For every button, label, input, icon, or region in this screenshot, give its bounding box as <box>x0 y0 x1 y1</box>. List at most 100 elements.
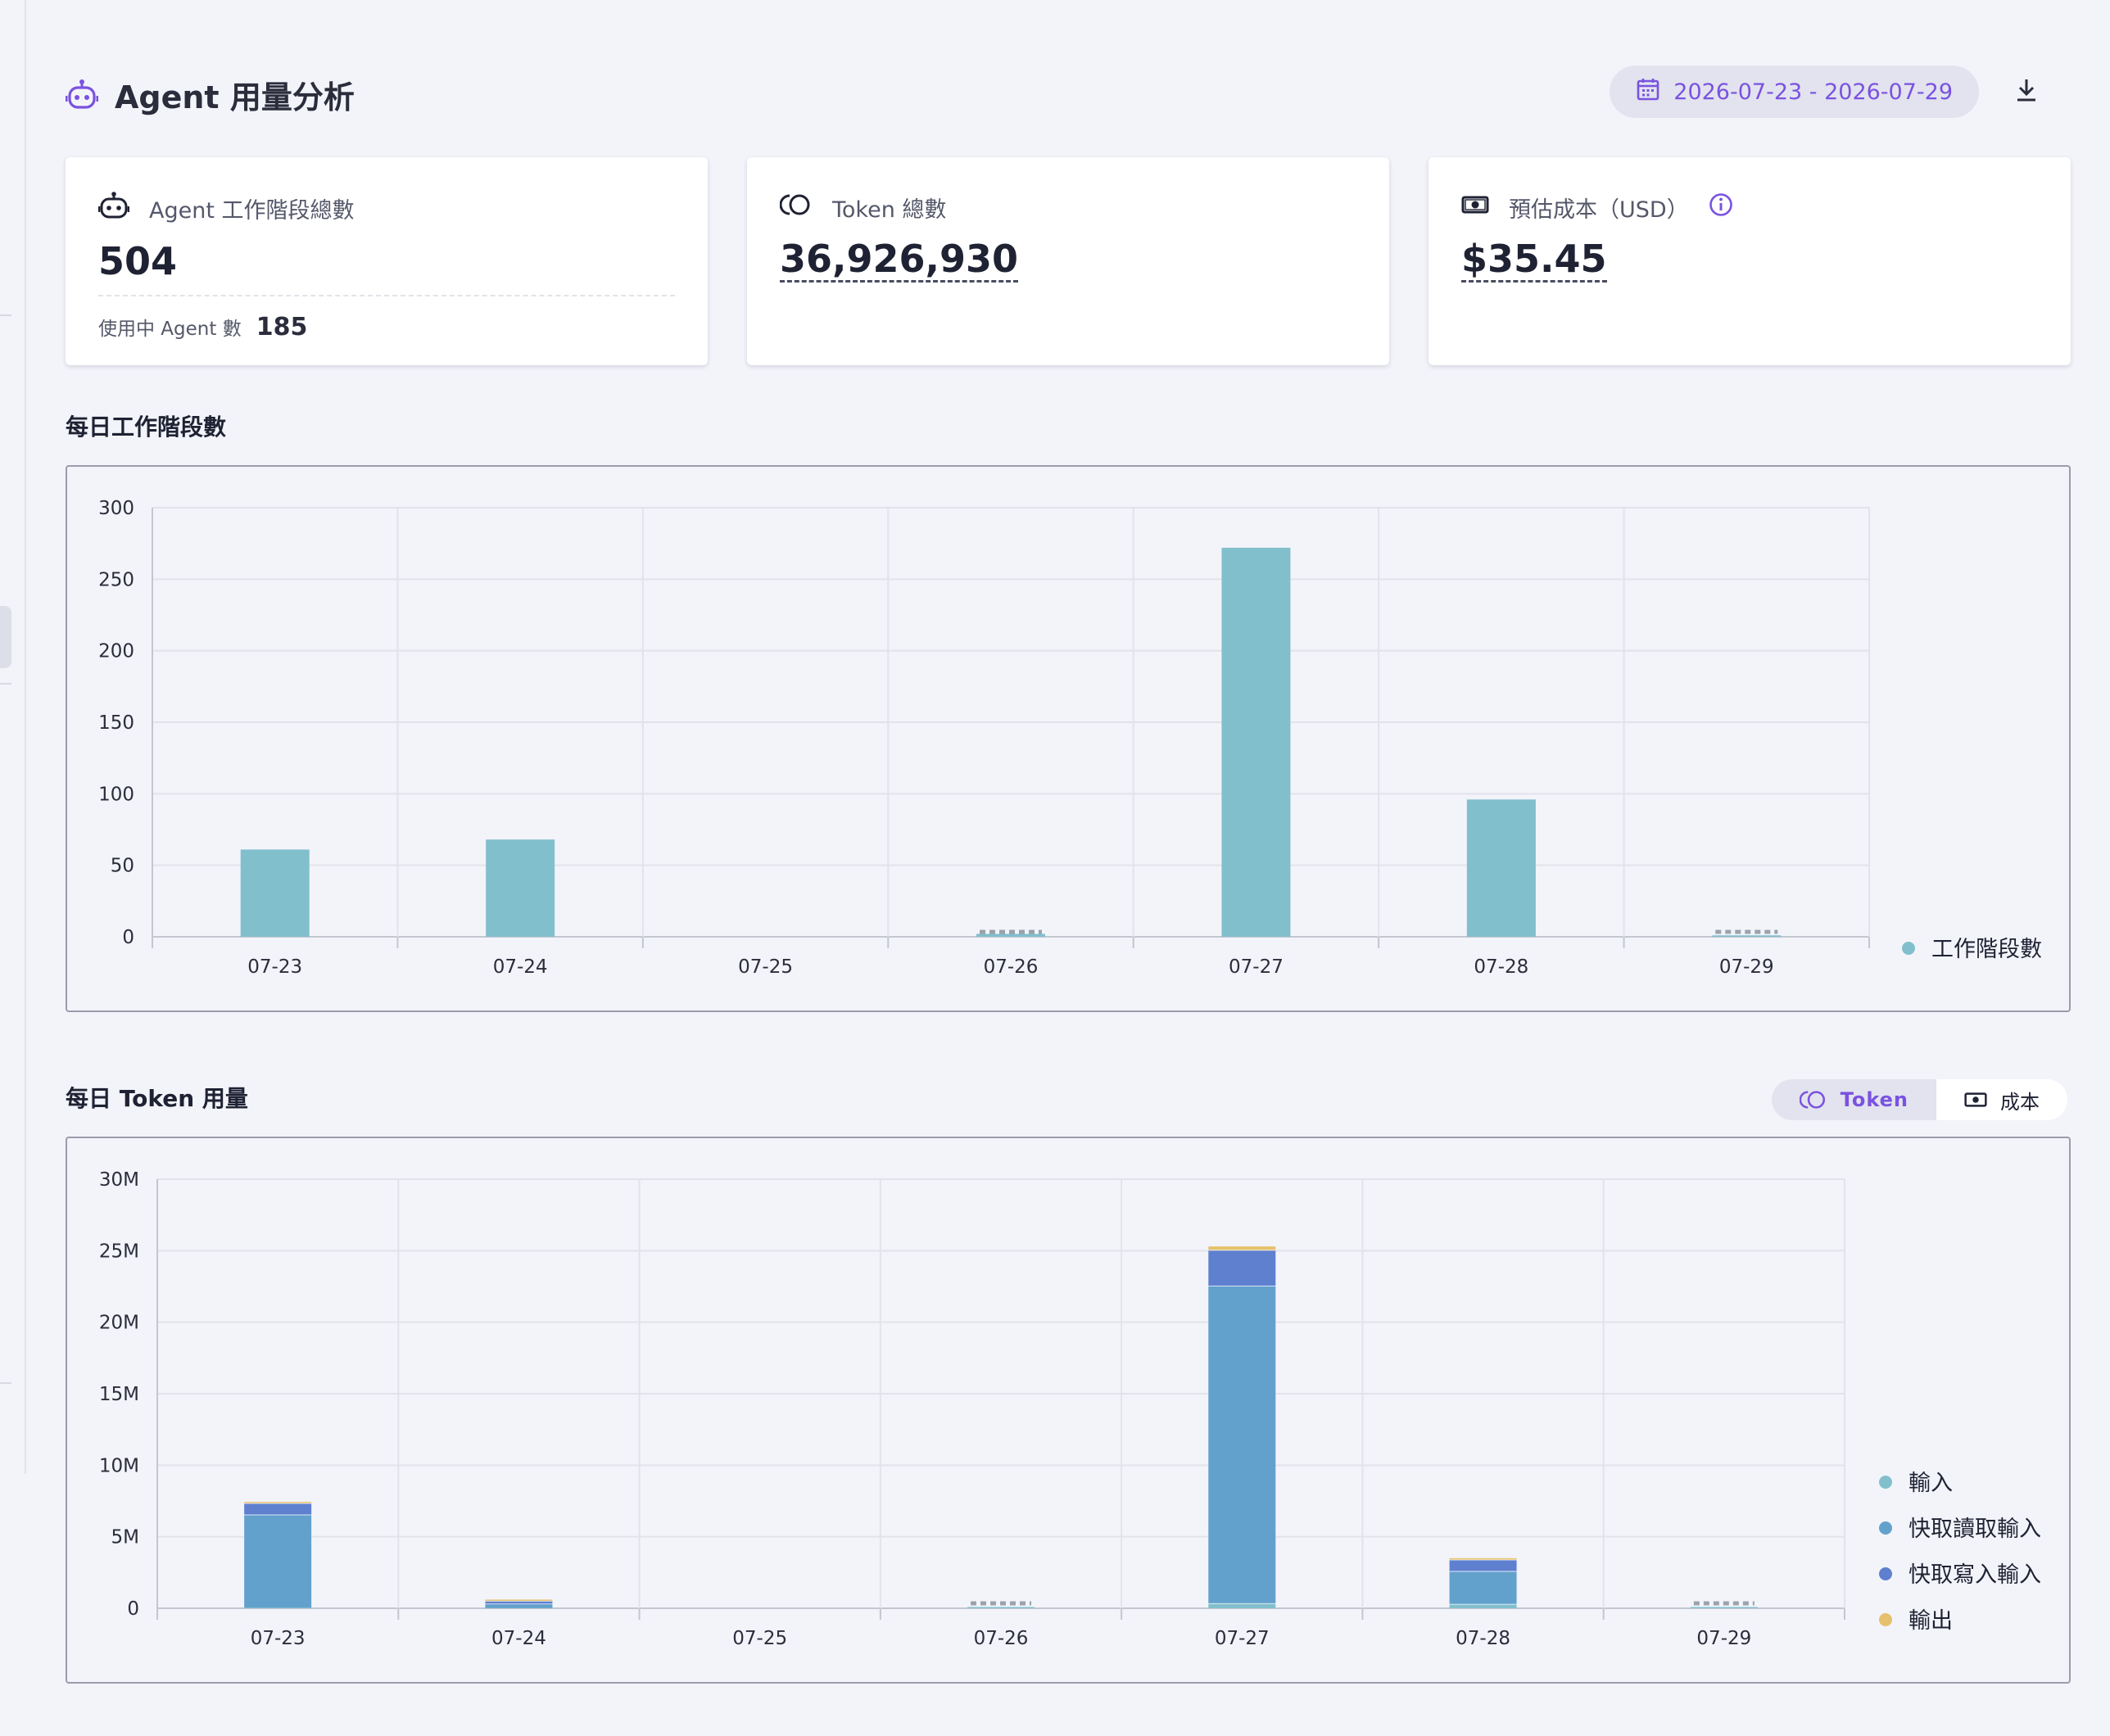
x-tick-label: 07-25 <box>738 956 793 978</box>
x-tick-label: 07-29 <box>1696 1628 1751 1649</box>
sidebar-collapse-handle[interactable] <box>0 606 11 668</box>
y-tick-label: 10M <box>99 1455 139 1476</box>
legend-marker <box>1879 1567 1892 1580</box>
y-tick-label: 200 <box>98 641 134 662</box>
bar <box>244 1607 312 1608</box>
page-title: Agent 用量分析 <box>115 79 355 115</box>
legend-label: 快取讀取輸入 <box>1909 1517 2041 1542</box>
bar <box>1221 547 1291 937</box>
bar <box>485 1600 553 1604</box>
date-range-picker[interactable]: 2026-07-23 - 2026-07-29 <box>1610 66 1979 118</box>
bar <box>1690 1607 1758 1608</box>
bar <box>1208 1603 1276 1608</box>
x-tick-label: 07-23 <box>251 1628 306 1649</box>
date-range-text: 2026-07-23 - 2026-07-29 <box>1673 79 1953 105</box>
active-agents-label: 使用中 Agent 數 <box>98 319 242 340</box>
card-value[interactable]: 36,926,930 <box>780 239 1019 283</box>
tokens-chart: 0 5M 10M 15M 20M 25M 30M 07-23 07-24 07-25 07-26 07… <box>66 1137 2071 1684</box>
legend-label: 快取寫入輸入 <box>1909 1562 2041 1588</box>
estimated-cost-card: 預估成本（USD） $35.45 <box>1429 157 2071 365</box>
legend-label: 輸入 <box>1909 1471 1953 1496</box>
y-tick-label: 20M <box>99 1313 139 1334</box>
x-tick-label: 07-23 <box>247 956 302 978</box>
bar <box>1208 1286 1276 1603</box>
card-label: Agent 工作階段總數 <box>149 198 355 224</box>
sidebar-edge <box>0 0 26 1474</box>
card-label: Token 總數 <box>832 197 947 223</box>
x-tick-label: 07-29 <box>1719 956 1774 978</box>
y-tick-label: 25M <box>99 1241 139 1262</box>
bar <box>1449 1557 1517 1560</box>
x-tick-label: 07-27 <box>1215 1628 1270 1649</box>
token-total-card: Token 總數 36,926,930 <box>747 157 1389 365</box>
bar <box>1466 799 1536 937</box>
bar <box>485 1599 553 1601</box>
x-tick-label: 07-28 <box>1456 1628 1510 1649</box>
y-tick-label: 300 <box>98 498 134 519</box>
sessions-chart-svg: 0 50 100 150 200 250 300 07-23 07-24 07-25 07-26 07… <box>98 498 2042 978</box>
y-tick-label: 0 <box>122 927 134 948</box>
y-tick-label: 0 <box>127 1598 139 1620</box>
bar <box>976 934 1045 937</box>
sessions-chart: 0 50 100 150 200 250 300 07-23 07-24 07-25 07-26 07… <box>66 465 2071 1012</box>
x-tick-label: 07-28 <box>1474 956 1528 978</box>
cash-icon <box>1461 194 1489 221</box>
x-tick-label: 07-24 <box>491 1628 546 1649</box>
metric-toggle[interactable]: Token 成本 <box>1771 1079 2067 1120</box>
token-icon <box>779 192 813 223</box>
active-agents-value: 185 <box>256 313 308 341</box>
y-tick-label: 30M <box>99 1169 139 1191</box>
x-tick-label: 07-25 <box>732 1628 787 1649</box>
title-group: Agent 用量分析 <box>66 72 355 117</box>
y-tick-label: 50 <box>111 856 134 877</box>
bar <box>1449 1559 1517 1571</box>
bar <box>240 849 310 937</box>
toggle-cost-label: 成本 <box>2000 1090 2040 1114</box>
download-button[interactable] <box>2008 72 2044 108</box>
sessions-chart-title: 每日工作階段數 <box>66 414 227 441</box>
robot-icon <box>97 192 130 225</box>
y-tick-label: 100 <box>98 784 134 805</box>
card-value: 504 <box>98 239 178 283</box>
sidebar-divider <box>0 314 11 316</box>
download-icon <box>2017 79 2035 102</box>
bar <box>1449 1603 1517 1608</box>
legend-marker <box>1879 1613 1892 1626</box>
bar <box>244 1502 312 1503</box>
bar <box>1208 1250 1276 1286</box>
card-label: 預估成本（USD） <box>1509 197 1689 223</box>
x-tick-label: 07-27 <box>1229 956 1284 978</box>
bar <box>486 839 555 937</box>
bar <box>485 1603 553 1608</box>
x-tick-label: 07-24 <box>493 956 548 978</box>
page-header: Agent 用量分析 2026-07-23 - 2026-07-29 <box>66 62 2044 121</box>
card-divider <box>98 295 675 296</box>
legend-label: 工作階段數 <box>1931 937 2042 962</box>
tokens-chart-title: 每日 Token 用量 <box>66 1085 248 1112</box>
cash-icon <box>1964 1092 1987 1107</box>
calendar-icon <box>1636 77 1660 107</box>
legend-marker <box>1902 942 1915 955</box>
sidebar-divider <box>0 1382 11 1384</box>
bar <box>244 1514 312 1608</box>
bar <box>1449 1571 1517 1604</box>
y-tick-label: 5M <box>111 1527 139 1548</box>
x-tick-label: 07-26 <box>984 956 1039 978</box>
x-tick-label: 07-26 <box>974 1628 1029 1649</box>
token-icon <box>1799 1091 1825 1109</box>
legend-label: 輸出 <box>1909 1608 1953 1634</box>
bar <box>1208 1246 1276 1250</box>
bar <box>1712 935 1782 937</box>
robot-icon <box>66 79 98 111</box>
bar <box>967 1607 1035 1608</box>
toggle-cost[interactable]: 成本 <box>1936 1079 2067 1120</box>
toggle-token[interactable]: Token <box>1771 1079 1936 1120</box>
sidebar-divider <box>0 683 11 685</box>
sessions-total-card: Agent 工作階段總數 504 使用中 Agent 數 185 <box>66 157 708 365</box>
y-tick-label: 150 <box>98 712 134 734</box>
tokens-chart-svg: 0 5M 10M 15M 20M 25M 30M 07-23 07-24 07-25 07-26 07… <box>99 1169 2041 1649</box>
card-value[interactable]: $35.45 <box>1461 239 1607 283</box>
info-icon[interactable] <box>1709 192 1733 223</box>
legend-marker <box>1879 1521 1892 1535</box>
toggle-token-label: Token <box>1840 1088 1909 1111</box>
